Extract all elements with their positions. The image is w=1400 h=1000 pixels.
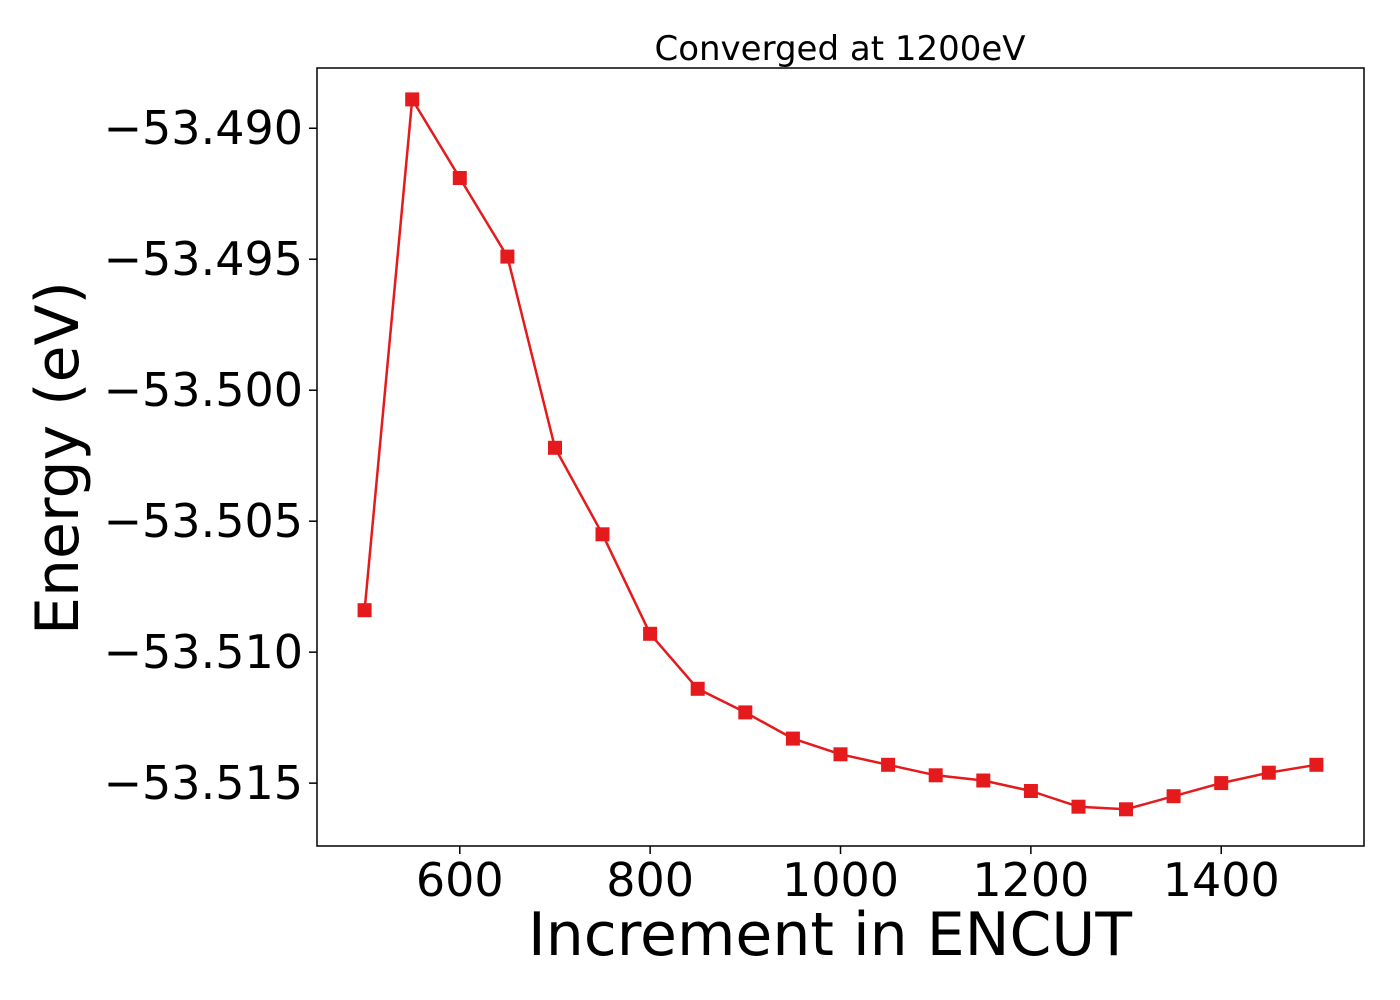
data-point (548, 440, 562, 455)
data-point (785, 731, 800, 746)
x-tick-label: 1000 (782, 853, 899, 907)
plot-area (357, 92, 1324, 817)
x-tick-label: 800 (606, 853, 694, 907)
data-point (405, 92, 420, 107)
y-tick-label: −53.515 (104, 756, 304, 810)
data-point (690, 681, 705, 696)
x-tick-label: 1400 (1163, 853, 1280, 907)
data-point (1119, 802, 1133, 817)
data-point (833, 747, 848, 762)
data-point (928, 768, 943, 783)
y-tick-label: −53.495 (104, 232, 304, 286)
x-tick-label: 1200 (972, 853, 1089, 907)
data-point (1261, 765, 1276, 780)
data-point (1214, 776, 1229, 791)
data-point (595, 527, 610, 542)
x-tick-label: 600 (416, 853, 504, 907)
y-tick-label: −53.505 (104, 494, 304, 548)
data-point (1023, 784, 1038, 798)
data-point (1166, 789, 1181, 804)
y-tick-label: −53.490 (104, 101, 304, 155)
x-axis-label: Increment in ENCUT (528, 900, 1132, 970)
data-point (738, 705, 753, 720)
data-point (452, 171, 467, 185)
data-point (1309, 757, 1324, 772)
chart-title: Converged at 1200eV (654, 29, 1025, 69)
data-point (643, 626, 658, 641)
y-tick-label: −53.500 (104, 363, 304, 417)
x-axis: 600 800 1000 1200 1400 (416, 846, 1280, 907)
y-axis: −53.490 −53.495 −53.500 −53.505 −53.510 −53.5… (104, 101, 317, 810)
data-point (976, 773, 991, 788)
y-tick-label: −53.510 (104, 625, 304, 679)
data-point (500, 249, 515, 264)
data-point (357, 603, 372, 618)
data-point (1071, 799, 1086, 814)
data-point (881, 757, 896, 772)
y-axis-label: Energy (eV) (23, 281, 93, 635)
